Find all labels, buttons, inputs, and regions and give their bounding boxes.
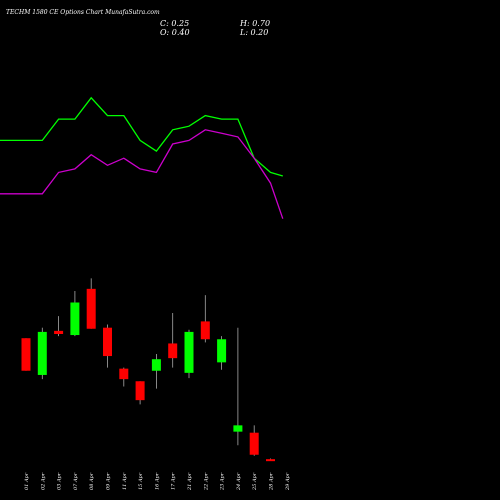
x-tick-label: 28 Apr (269, 472, 275, 491)
x-axis-labels: 01 Apr 02 Apr 03 Apr 07 Apr 08 Apr 09 Apr 11 A… (24, 472, 291, 491)
candle-21-apr (184, 329, 194, 379)
x-tick-label: 02 Apr (40, 472, 46, 490)
close-value: C: 0.25 (160, 19, 190, 28)
candle-body-down (249, 432, 259, 455)
candle-22-apr (200, 295, 210, 343)
candle-08-apr (86, 278, 96, 329)
candle-body-up (151, 359, 161, 371)
overlay-line-2 (0, 129, 284, 219)
chart-title: TECHM 1580 CE Options Chart MunafaSutra.… (6, 9, 160, 16)
high-value: H: 0.70 (240, 19, 271, 28)
candle-body-down (266, 459, 275, 462)
candle-28-apr (266, 458, 275, 462)
candle-body-down (200, 321, 210, 340)
candle-body-up (184, 331, 194, 373)
low-value: L: 0.20 (240, 28, 269, 37)
x-tick-label: 03 Apr (57, 472, 63, 490)
candle-body-up (70, 302, 80, 336)
overlay-line-1 (0, 96, 283, 177)
x-tick-label: 29 Apr (285, 472, 291, 491)
x-tick-label: 01 Apr (24, 472, 30, 490)
x-tick-label: 08 Apr (89, 472, 95, 490)
candle-15-apr (135, 381, 145, 405)
candle-body-down (21, 338, 31, 371)
candle-02-apr (37, 327, 47, 380)
candle-body-up (37, 331, 47, 375)
x-tick-label: 07 Apr (73, 472, 79, 490)
x-tick-label: 25 Apr (252, 472, 258, 491)
x-tick-label: 09 Apr (106, 472, 112, 490)
candle-24-apr (233, 327, 243, 446)
candle-body-down (135, 381, 145, 401)
candle-17-apr (168, 313, 178, 368)
x-tick-label: 24 Apr (236, 472, 242, 491)
candle-16-apr (151, 353, 161, 389)
x-tick-label: 11 Apr (122, 472, 128, 490)
candle-25-apr (249, 425, 259, 456)
candle-body-down (54, 330, 64, 334)
candles (21, 278, 275, 462)
candle-body-down (86, 288, 96, 329)
candle-body-up (217, 339, 227, 363)
candle-09-apr (103, 324, 112, 368)
candle-03-apr (54, 316, 64, 337)
x-tick-label: 23 Apr (220, 472, 226, 491)
x-tick-label: 17 Apr (171, 472, 177, 490)
x-tick-label: 22 Apr (203, 472, 209, 491)
candle-body-up (233, 425, 243, 432)
overlay-lines (0, 96, 284, 219)
candle-07-apr (70, 290, 80, 337)
candle-23-apr (217, 336, 227, 370)
candle-11-apr (119, 367, 129, 387)
candle-body-down (119, 368, 129, 380)
candle-body-down (103, 327, 112, 357)
x-tick-label: 21 Apr (187, 472, 193, 491)
candle-body-down (168, 343, 178, 359)
candle-01-apr (21, 338, 31, 371)
x-tick-label: 15 Apr (138, 472, 144, 490)
open-value: O: 0.40 (160, 28, 190, 37)
x-tick-label: 16 Apr (154, 472, 160, 490)
